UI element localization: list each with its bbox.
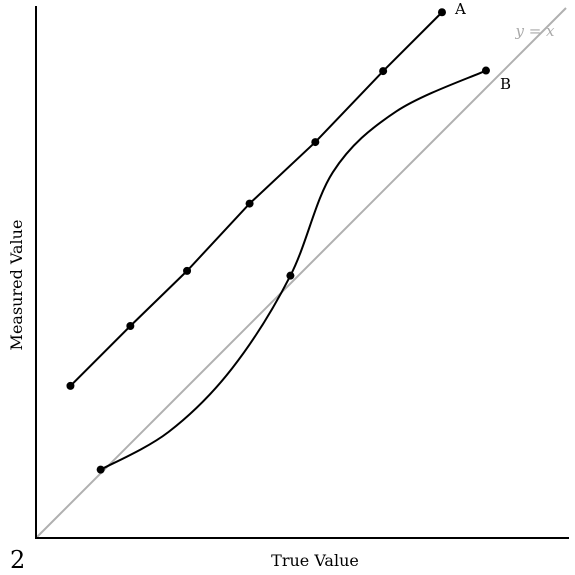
series-a <box>66 8 446 390</box>
series-a-point-5 <box>311 138 320 147</box>
series-b-point-1 <box>96 465 105 474</box>
y-axis-title: Measured Value <box>7 220 26 351</box>
x-axis-title: True Value <box>271 551 359 570</box>
series-a-line <box>69 11 443 387</box>
series-a-point-1 <box>66 381 75 390</box>
series-a-point-3 <box>183 266 192 275</box>
series-b-point-2 <box>286 271 295 280</box>
series-b-label: B <box>500 75 511 93</box>
series-b-point-3 <box>481 66 490 75</box>
reference-line-y-equals-x <box>35 7 567 539</box>
reference-line-label: y = x <box>514 22 555 40</box>
series-b-line <box>100 69 487 471</box>
series-a-point-7 <box>437 8 446 17</box>
series-a-point-4 <box>245 199 254 208</box>
series-a-point-6 <box>379 67 388 76</box>
series-layer <box>66 8 490 474</box>
series-a-point-2 <box>126 322 135 330</box>
series-b <box>96 66 490 474</box>
panel-number: 2 <box>10 546 25 574</box>
series-a-label: A <box>454 0 466 18</box>
